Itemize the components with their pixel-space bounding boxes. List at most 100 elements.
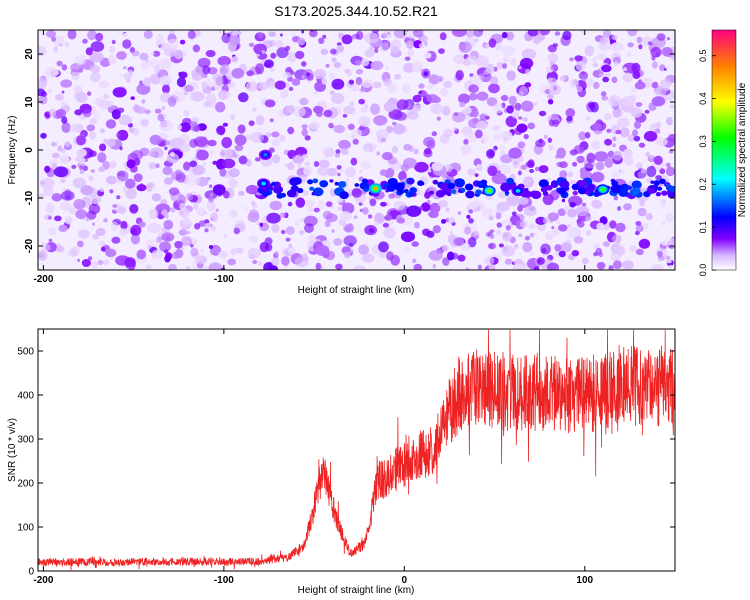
- heatmap-cell: [612, 151, 623, 161]
- heatmap-cell: [106, 138, 116, 147]
- heatmap-cell: [218, 30, 222, 34]
- heatmap-cell: [105, 175, 118, 185]
- heatmap-cell: [372, 81, 382, 89]
- heatmap-cell: [257, 261, 263, 266]
- heatmap-cell: [143, 30, 153, 39]
- heatmap-cell: [71, 71, 80, 81]
- heatmap-cell: [467, 168, 476, 176]
- heatmap-cell: [358, 202, 363, 206]
- heatmap-cell: [645, 152, 650, 157]
- heatmap-cell: [495, 229, 502, 236]
- heatmap-cell: [403, 143, 412, 151]
- heatmap-band-cell: [578, 187, 587, 195]
- heatmap-cell: [601, 95, 609, 101]
- heatmap-cell: [521, 48, 537, 60]
- heatmap-cell: [566, 227, 582, 239]
- heatmap-cell: [306, 72, 311, 77]
- x-tick-label: 0: [402, 274, 408, 285]
- heatmap-cell: [60, 178, 67, 184]
- heatmap-cell: [219, 148, 233, 159]
- heatmap-cell: [441, 244, 449, 252]
- heatmap-cell: [468, 92, 478, 101]
- heatmap-cell: [159, 75, 172, 85]
- heatmap-cell: [542, 216, 549, 225]
- heatmap-cell: [43, 186, 54, 197]
- heatmap-cell: [124, 178, 136, 189]
- heatmap-cell: [301, 128, 308, 137]
- heatmap-cell: [139, 80, 143, 85]
- heatmap-cell: [481, 139, 485, 144]
- heatmap-cell: [324, 220, 331, 228]
- heatmap-cell: [338, 139, 351, 150]
- heatmap-cell: [424, 52, 432, 59]
- heatmap-cell: [87, 91, 92, 96]
- heatmap-cell: [338, 219, 347, 227]
- heatmap-cell: [250, 132, 264, 143]
- heatmap-band-cell: [531, 190, 542, 200]
- heatmap-cell: [520, 164, 528, 170]
- heatmap-cell: [457, 211, 462, 215]
- heatmap-band-cell: [312, 187, 324, 197]
- heatmap-cell: [163, 219, 174, 230]
- heatmap-cell: [612, 260, 622, 270]
- heatmap-cell: [118, 115, 132, 126]
- heatmap-cell: [65, 42, 70, 47]
- heatmap-cell: [203, 100, 212, 108]
- heatmap-cell: [508, 95, 517, 106]
- heatmap-cell: [38, 250, 48, 261]
- heatmap-cell: [340, 148, 349, 156]
- heatmap-cell: [646, 166, 657, 178]
- heatmap-cell: [488, 243, 494, 249]
- heatmap-cell: [501, 231, 513, 242]
- heatmap-cell: [432, 264, 436, 269]
- heatmap-cell: [626, 52, 632, 57]
- heatmap-cell: [654, 128, 661, 134]
- heatmap-cell: [67, 30, 77, 40]
- heatmap-cell: [336, 45, 345, 53]
- heatmap-cell: [414, 161, 429, 173]
- heatmap-cell: [145, 264, 152, 270]
- heatmap-cell: [622, 72, 633, 83]
- heatmap-cell: [386, 66, 389, 70]
- heatmap-cell: [406, 111, 419, 120]
- heatmap-band-cell: [506, 177, 514, 185]
- heatmap-cell: [302, 253, 308, 258]
- heatmap-cell: [436, 116, 441, 121]
- heatmap-cell: [604, 157, 614, 168]
- heatmap-cell: [591, 140, 601, 150]
- heatmap-cell: [129, 204, 139, 214]
- heatmap-cell: [518, 91, 524, 97]
- heatmap-cell: [331, 93, 345, 104]
- heatmap-cell: [510, 58, 517, 67]
- heatmap-cell: [69, 207, 76, 215]
- heatmap-cell: [329, 124, 335, 129]
- heatmap-cell: [179, 122, 191, 133]
- heatmap-cell: [497, 191, 507, 199]
- heatmap-cell: [519, 220, 529, 228]
- heatmap-cell: [380, 201, 387, 207]
- colorbar-tick-label: 0.2: [698, 178, 708, 191]
- heatmap-band-cell: [386, 184, 396, 192]
- heatmap-cell: [74, 84, 82, 94]
- heatmap-cell: [505, 31, 515, 41]
- heatmap-cell: [612, 143, 616, 148]
- heatmap-cell: [552, 43, 558, 48]
- heatmap-cell: [622, 148, 633, 159]
- heatmap-cell: [323, 109, 333, 118]
- heatmap-cell: [592, 200, 603, 209]
- heatmap-cell: [474, 38, 479, 43]
- heatmap-cell: [99, 188, 104, 193]
- heatmap-cell: [343, 223, 355, 233]
- heatmap-cell: [280, 88, 289, 99]
- heatmap-cell: [529, 250, 534, 256]
- heatmap-cell: [524, 235, 531, 241]
- heatmap-cell: [190, 247, 199, 257]
- heatmap-cell: [276, 47, 289, 59]
- heatmap-cell: [76, 148, 87, 158]
- heatmap-cell: [547, 137, 552, 143]
- heatmap-cell: [140, 118, 149, 127]
- heatmap-band-cell: [362, 178, 369, 184]
- heatmap-cell: [286, 105, 295, 114]
- heatmap-cell: [272, 154, 281, 164]
- heatmap-cell: [443, 80, 453, 89]
